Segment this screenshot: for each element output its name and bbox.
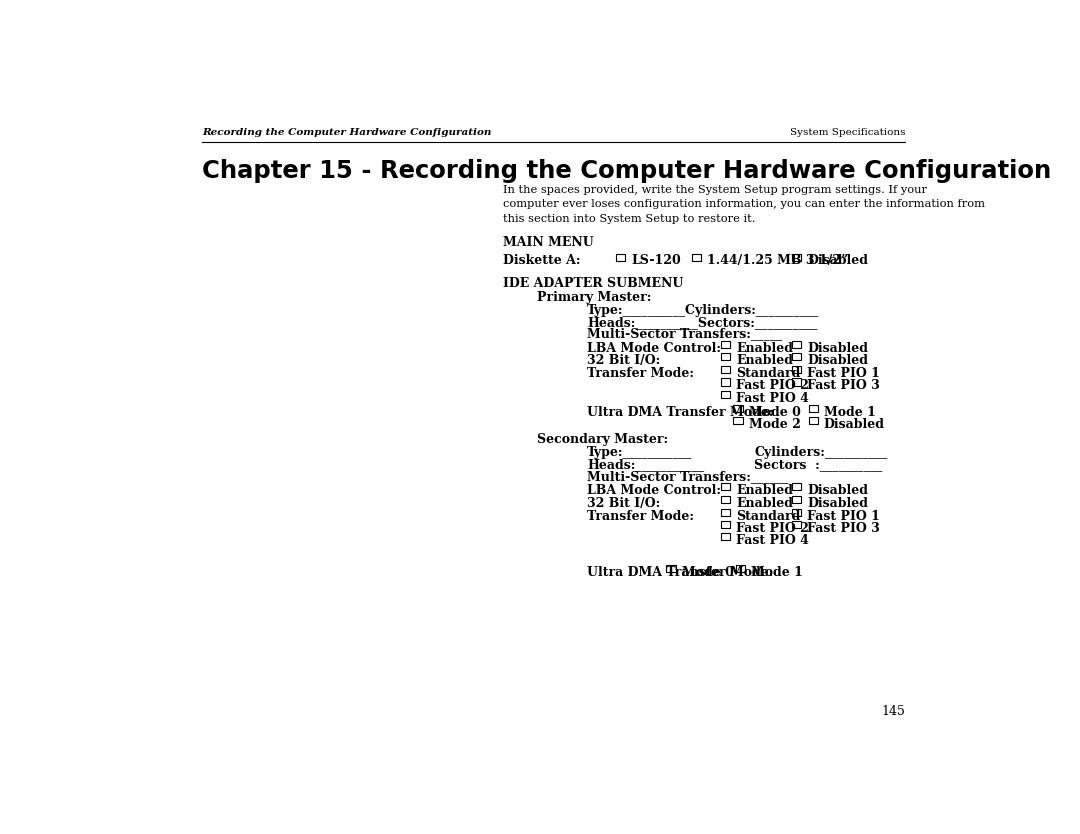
Text: Type:__________Cylinders:__________: Type:__________Cylinders:__________ xyxy=(588,304,820,317)
FancyBboxPatch shape xyxy=(792,509,801,516)
Text: Transfer Mode:: Transfer Mode: xyxy=(588,367,694,380)
Text: LBA Mode Control:: LBA Mode Control: xyxy=(588,342,721,354)
Text: 32 Bit I/O:: 32 Bit I/O: xyxy=(588,497,660,510)
Text: Fast PIO 1: Fast PIO 1 xyxy=(807,510,880,523)
Text: Fast PIO 4: Fast PIO 4 xyxy=(735,392,809,404)
FancyBboxPatch shape xyxy=(721,390,730,398)
Text: Mode 0: Mode 0 xyxy=(681,566,733,580)
Text: Ultra DMA Transfer Mode:: Ultra DMA Transfer Mode: xyxy=(588,566,773,580)
Text: Sectors  :__________: Sectors :__________ xyxy=(754,458,882,470)
Text: Standard: Standard xyxy=(735,367,800,380)
FancyBboxPatch shape xyxy=(792,496,801,503)
Text: LBA Mode Control:: LBA Mode Control: xyxy=(588,484,721,497)
FancyBboxPatch shape xyxy=(721,496,730,503)
FancyBboxPatch shape xyxy=(792,521,801,528)
Text: Enabled: Enabled xyxy=(735,342,793,354)
FancyBboxPatch shape xyxy=(809,404,818,412)
FancyBboxPatch shape xyxy=(792,379,801,385)
FancyBboxPatch shape xyxy=(792,483,801,490)
Text: Recording the Computer Hardware Configuration: Recording the Computer Hardware Configur… xyxy=(202,128,491,138)
FancyBboxPatch shape xyxy=(792,354,801,360)
FancyBboxPatch shape xyxy=(809,417,818,424)
Text: Disabled: Disabled xyxy=(824,418,885,431)
Text: Disabled: Disabled xyxy=(807,497,868,510)
FancyBboxPatch shape xyxy=(735,565,745,572)
Text: Mode 2: Mode 2 xyxy=(748,418,800,431)
Text: Standard: Standard xyxy=(735,510,800,523)
FancyBboxPatch shape xyxy=(721,379,730,385)
FancyBboxPatch shape xyxy=(721,340,730,348)
Text: IDE ADAPTER SUBMENU: IDE ADAPTER SUBMENU xyxy=(503,278,684,290)
Text: Disabled: Disabled xyxy=(807,254,868,267)
Text: System Specifications: System Specifications xyxy=(789,128,905,138)
Text: Multi-Sector Transfers:_____: Multi-Sector Transfers:_____ xyxy=(588,328,782,340)
Text: LS-120: LS-120 xyxy=(632,254,681,267)
Text: Fast PIO 2: Fast PIO 2 xyxy=(735,379,809,393)
Text: Type:___________: Type:___________ xyxy=(588,445,692,459)
FancyBboxPatch shape xyxy=(691,254,701,261)
Text: Fast PIO 3: Fast PIO 3 xyxy=(807,379,880,393)
Text: Disabled: Disabled xyxy=(807,484,868,497)
Text: Enabled: Enabled xyxy=(735,354,793,368)
Text: Enabled: Enabled xyxy=(735,484,793,497)
FancyBboxPatch shape xyxy=(792,366,801,374)
Text: Heads:__________Sectors:__________: Heads:__________Sectors:__________ xyxy=(588,316,818,329)
Text: Fast PIO 4: Fast PIO 4 xyxy=(735,535,809,547)
FancyBboxPatch shape xyxy=(792,340,801,348)
Text: 145: 145 xyxy=(881,705,905,718)
FancyBboxPatch shape xyxy=(721,533,730,540)
Text: 32 Bit I/O:: 32 Bit I/O: xyxy=(588,354,660,368)
FancyBboxPatch shape xyxy=(792,254,801,261)
Text: Transfer Mode:: Transfer Mode: xyxy=(588,510,694,523)
FancyBboxPatch shape xyxy=(721,354,730,360)
Text: Fast PIO 3: Fast PIO 3 xyxy=(807,522,880,535)
FancyBboxPatch shape xyxy=(666,565,676,572)
Text: Primary Master:: Primary Master: xyxy=(537,291,651,304)
Text: Secondary Master:: Secondary Master: xyxy=(537,433,667,445)
FancyBboxPatch shape xyxy=(617,254,625,261)
Text: MAIN MENU: MAIN MENU xyxy=(503,236,594,249)
Text: In the spaces provided, write the System Setup program settings. If your
compute: In the spaces provided, write the System… xyxy=(503,185,985,224)
Text: 1.44/1.25 MB 3 1/2”: 1.44/1.25 MB 3 1/2” xyxy=(706,254,848,267)
FancyBboxPatch shape xyxy=(721,509,730,516)
FancyBboxPatch shape xyxy=(733,417,743,424)
Text: Disabled: Disabled xyxy=(807,342,868,354)
Text: Enabled: Enabled xyxy=(735,497,793,510)
FancyBboxPatch shape xyxy=(721,366,730,374)
Text: Disabled: Disabled xyxy=(807,354,868,368)
Text: Heads:___________: Heads:___________ xyxy=(588,458,704,470)
Text: Mode 1: Mode 1 xyxy=(824,406,876,419)
FancyBboxPatch shape xyxy=(721,521,730,528)
Text: Cylinders:__________: Cylinders:__________ xyxy=(754,445,888,459)
FancyBboxPatch shape xyxy=(721,483,730,490)
Text: Ultra DMA Transfer Mode:: Ultra DMA Transfer Mode: xyxy=(588,406,773,419)
Text: Mode 1: Mode 1 xyxy=(751,566,802,580)
Text: Chapter 15 - Recording the Computer Hardware Configuration: Chapter 15 - Recording the Computer Hard… xyxy=(202,159,1051,183)
Text: Mode 0: Mode 0 xyxy=(748,406,800,419)
Text: Diskette A:: Diskette A: xyxy=(503,254,581,267)
Text: Multi-Sector Transfers:______: Multi-Sector Transfers:______ xyxy=(588,470,788,483)
Text: Fast PIO 1: Fast PIO 1 xyxy=(807,367,880,380)
FancyBboxPatch shape xyxy=(733,404,743,412)
Text: Fast PIO 2: Fast PIO 2 xyxy=(735,522,809,535)
